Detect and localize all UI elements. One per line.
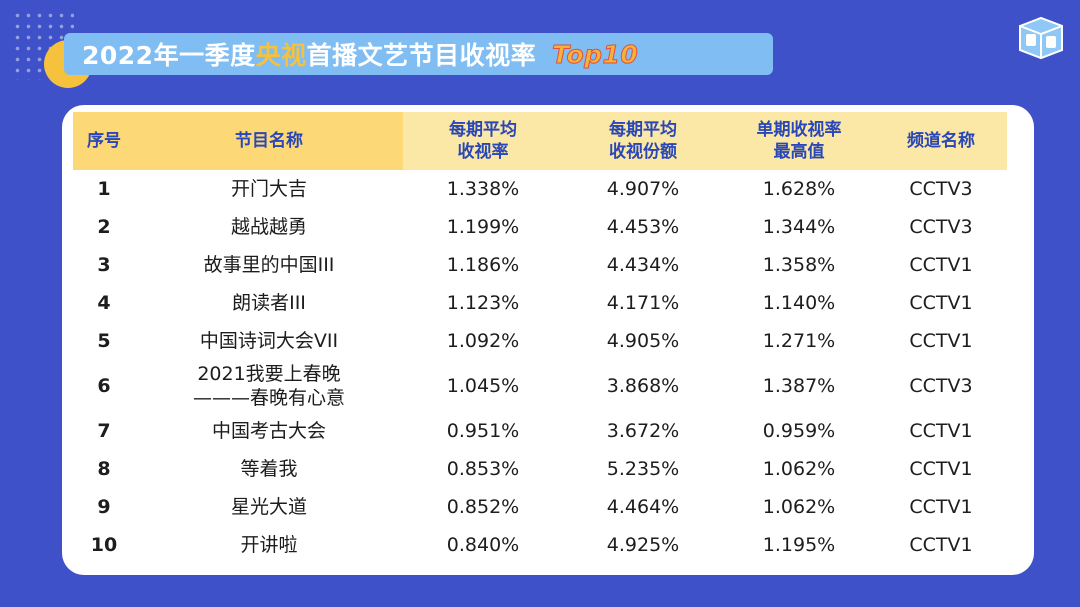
cell-channel: CCTV1 [909,292,973,314]
table-row: 10 开讲啦 0.840% 4.925% 1.195% CCTV1 [73,526,1007,564]
cell-rank: 3 [97,254,111,276]
cell-avg-share: 4.925% [606,534,680,556]
cell-channel: CCTV1 [909,534,973,556]
table-row: 3 故事里的中国III 1.186% 4.434% 1.358% CCTV1 [73,246,1007,284]
cell-avg-share: 5.235% [606,458,680,480]
table-row: 2 越战越勇 1.199% 4.453% 1.344% CCTV3 [73,208,1007,246]
cell-avg-share: 3.672% [606,420,680,442]
cell-program-name: 朗读者III [232,292,306,314]
cell-avg-rating: 0.852% [446,496,520,518]
cell-channel: CCTV1 [909,496,973,518]
cell-peak-rating: 1.628% [762,178,836,200]
page-title: 2022年一季度 央视 首播文艺节目收视率 Top10 [64,33,773,75]
cell-peak-rating: 1.062% [762,496,836,518]
cell-avg-rating: 1.092% [446,330,520,352]
cell-program-name: 中国考古大会 [211,420,326,442]
cell-avg-rating: 0.951% [446,420,520,442]
cell-avg-rating: 1.338% [446,178,520,200]
cell-peak-rating: 1.062% [762,458,836,480]
cell-rank: 4 [97,292,111,314]
title-badge-top10: Top10 [552,39,639,69]
cell-avg-share: 4.434% [606,254,680,276]
cell-program-name: 开讲啦 [240,534,298,556]
ratings-table: 序号 节目名称 每期平均 收视率 每期平均 收视份额 单期收视率 最高值 频道名… [73,112,1007,564]
cell-avg-rating: 1.199% [446,216,520,238]
table-row: 5 中国诗词大会VII 1.092% 4.905% 1.271% CCTV1 [73,322,1007,360]
table-row: 8 等着我 0.853% 5.235% 1.062% CCTV1 [73,450,1007,488]
cell-peak-rating: 1.358% [762,254,836,276]
cell-avg-rating: 1.045% [446,375,520,397]
cell-rank: 5 [97,330,111,352]
cell-peak-rating: 1.387% [762,375,836,397]
logo-icon [1019,16,1063,60]
cell-rank: 1 [97,178,111,200]
title-part-2: 首播文艺节目收视率 [306,41,537,70]
cell-avg-rating: 0.853% [446,458,520,480]
cell-peak-rating: 1.140% [762,292,836,314]
cell-program-name: 越战越勇 [230,216,307,238]
col-header-rank: 序号 [73,112,135,170]
cell-avg-share: 3.868% [606,375,680,397]
col-header-avg-rating: 每期平均 收视率 [403,112,563,170]
cell-rank: 7 [97,420,111,442]
cell-program-name: 故事里的中国III [203,254,335,276]
cell-avg-share: 4.171% [606,292,680,314]
title-part-1: 2022年一季度 [82,41,256,70]
cell-peak-rating: 0.959% [762,420,836,442]
cell-avg-share: 4.453% [606,216,680,238]
cell-avg-share: 4.905% [606,330,680,352]
cell-avg-rating: 1.186% [446,254,520,276]
cell-program-name: 等着我 [240,458,298,480]
table-header-row: 序号 节目名称 每期平均 收视率 每期平均 收视份额 单期收视率 最高值 频道名… [73,112,1007,170]
cell-rank: 2 [97,216,111,238]
title-highlight: 央视 [255,41,307,70]
cell-avg-share: 4.464% [606,496,680,518]
cell-avg-rating: 0.840% [446,534,520,556]
cell-rank: 6 [97,375,111,397]
cell-channel: CCTV1 [909,420,973,442]
cell-avg-share: 4.907% [606,178,680,200]
cell-channel: CCTV1 [909,254,973,276]
col-header-channel: 频道名称 [875,112,1007,170]
cell-peak-rating: 1.195% [762,534,836,556]
table-row: 9 星光大道 0.852% 4.464% 1.062% CCTV1 [73,488,1007,526]
cell-program-name: 星光大道 [230,496,307,518]
cell-program-name: 中国诗词大会VII [199,330,339,352]
cell-channel: CCTV3 [909,178,973,200]
cell-program-name: 2021我要上春晚 ———春晚有心意 [192,363,345,409]
cell-peak-rating: 1.344% [762,216,836,238]
cell-avg-rating: 1.123% [446,292,520,314]
cell-channel: CCTV3 [909,216,973,238]
cell-peak-rating: 1.271% [762,330,836,352]
cell-rank: 9 [97,496,111,518]
cell-rank: 8 [97,458,111,480]
col-header-peak-rating: 单期收视率 最高值 [723,112,875,170]
cell-channel: CCTV1 [909,458,973,480]
table-row: 4 朗读者III 1.123% 4.171% 1.140% CCTV1 [73,284,1007,322]
cell-channel: CCTV3 [909,375,973,397]
col-header-avg-share: 每期平均 收视份额 [563,112,723,170]
table-panel [62,105,1034,575]
col-header-program-name: 节目名称 [135,112,403,170]
table-row: 1 开门大吉 1.338% 4.907% 1.628% CCTV3 [73,170,1007,208]
table-row: 6 2021我要上春晚 ———春晚有心意 1.045% 3.868% 1.387… [73,360,1007,412]
cell-rank: 10 [90,534,118,556]
cell-channel: CCTV1 [909,330,973,352]
table-row: 7 中国考古大会 0.951% 3.672% 0.959% CCTV1 [73,412,1007,450]
cell-program-name: 开门大吉 [230,178,307,200]
